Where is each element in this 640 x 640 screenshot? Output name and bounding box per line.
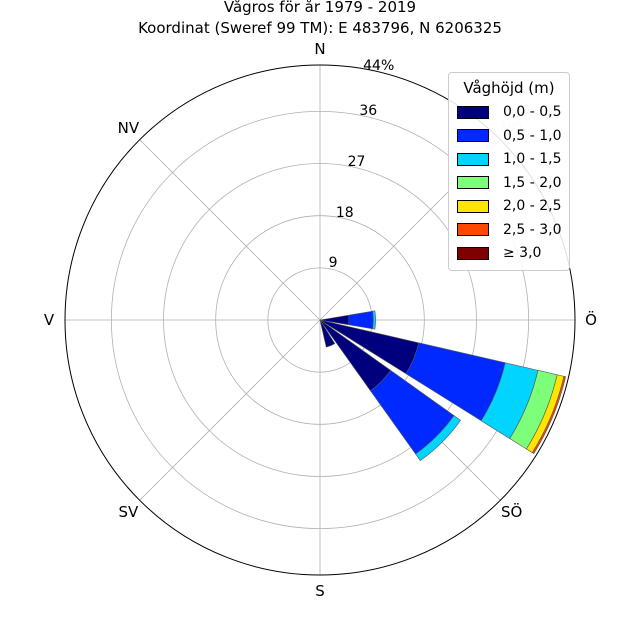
direction-label-Ö: Ö xyxy=(585,311,597,329)
legend-label: 0,0 - 0,5 xyxy=(503,104,562,120)
legend-swatch xyxy=(457,246,489,260)
radial-tick-36: 36 xyxy=(359,102,378,119)
direction-label-NV: NV xyxy=(117,119,140,138)
wedge-sector-1-bin-5 xyxy=(531,375,567,455)
legend-swatch xyxy=(457,223,489,236)
legend: Våghöjd (m) 0,0 - 0,5 0,5 - 1,0 1,0 - 1,5 1… xyxy=(448,72,570,271)
legend-item: 2,5 - 3,0 xyxy=(457,221,561,239)
wedge-sector-0-bin-2 xyxy=(372,310,376,330)
outer-ring xyxy=(64,64,576,576)
radial-tick-27: 27 xyxy=(347,153,366,170)
wedge-sector-0-bin-1 xyxy=(348,310,374,330)
direction-label-SV: SV xyxy=(118,502,139,521)
legend-swatch xyxy=(457,152,489,166)
legend-item: 2,0 - 2,5 xyxy=(457,197,561,215)
legend-item: 0,5 - 1,0 xyxy=(457,127,561,145)
legend-label: 0,5 - 1,0 xyxy=(503,127,562,144)
wedge-sector-3-bin-0 xyxy=(319,319,336,348)
legend-label: 1,5 - 2,0 xyxy=(503,174,562,191)
radial-tick-44%: 44% xyxy=(363,57,395,74)
direction-label-N: N xyxy=(314,40,326,58)
rose-bars xyxy=(319,310,567,462)
legend-swatch xyxy=(457,129,489,142)
grid-spoke xyxy=(139,139,321,321)
legend-label: 1,0 - 1,5 xyxy=(503,151,562,167)
legend-item: 0,0 - 0,5 xyxy=(457,103,561,121)
polar-grid xyxy=(65,65,575,575)
legend-title: Våghöjd (m) xyxy=(463,79,555,97)
legend-item: ≥ 3,0 xyxy=(457,244,541,262)
direction-label-SÖ: SÖ xyxy=(500,502,523,521)
radial-tick-9: 9 xyxy=(328,255,338,272)
radial-tick-18: 18 xyxy=(335,204,354,221)
grid-spoke xyxy=(139,319,321,501)
legend-item: 1,5 - 2,0 xyxy=(457,174,561,192)
legend-label: 2,5 - 3,0 xyxy=(503,221,562,238)
legend-label: ≥ 3,0 xyxy=(503,245,542,261)
wedge-sector-2-bin-2 xyxy=(415,415,462,462)
chart-title: Vågros för år 1979 - 2019 xyxy=(223,0,417,16)
direction-label-V: V xyxy=(43,311,55,329)
legend-label: 2,0 - 2,5 xyxy=(503,198,562,214)
legend-item: 1,0 - 1,5 xyxy=(457,150,561,168)
chart-subtitle: Koordinat (Sweref 99 TM): E 483796, N 62… xyxy=(138,19,502,37)
direction-label-S: S xyxy=(315,582,325,600)
legend-swatch xyxy=(457,176,489,189)
legend-swatch xyxy=(457,105,489,119)
legend-swatch xyxy=(457,199,489,213)
